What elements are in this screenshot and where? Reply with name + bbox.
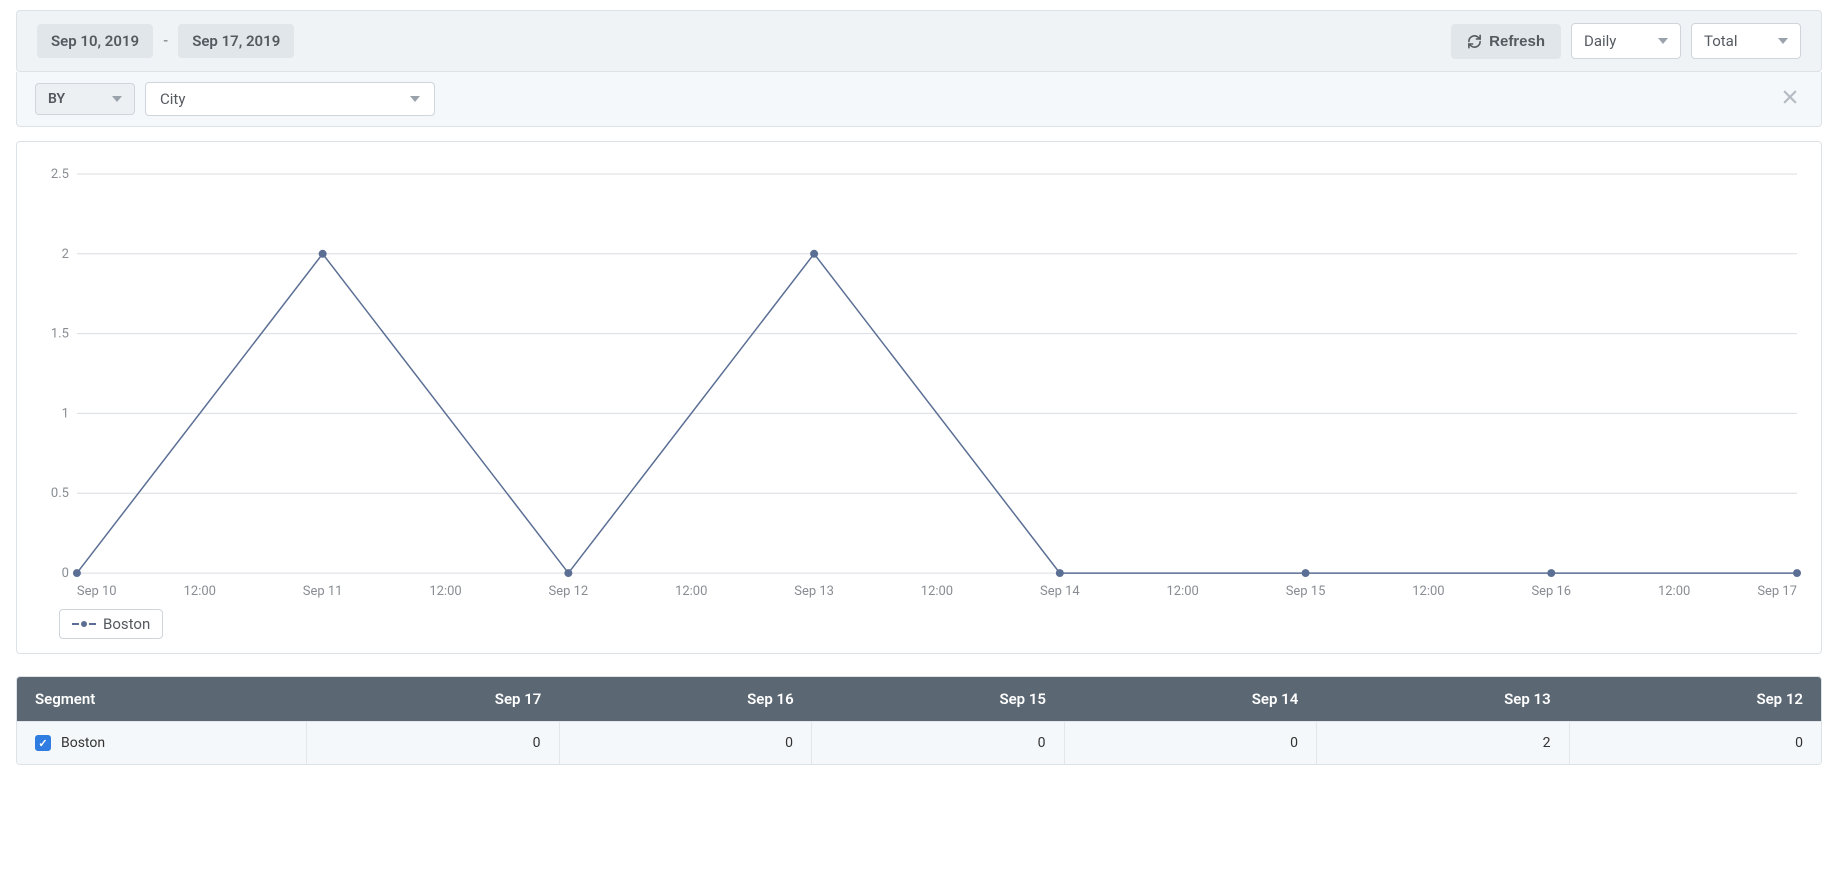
svg-text:0.5: 0.5 — [51, 486, 69, 501]
svg-text:12:00: 12:00 — [1412, 584, 1444, 599]
filter-left: BY City — [35, 82, 435, 116]
table-header-col: Sep 16 — [559, 677, 811, 721]
date-to-button[interactable]: Sep 17, 2019 — [178, 24, 294, 58]
chevron-down-icon — [112, 96, 122, 102]
svg-text:Sep 14: Sep 14 — [1040, 584, 1080, 599]
table-cell: 0 — [1065, 721, 1318, 764]
svg-text:Sep 17: Sep 17 — [1757, 584, 1797, 599]
segment-table: Segment Sep 17 Sep 16 Sep 15 Sep 14 Sep … — [16, 676, 1822, 765]
dimension-selected-label: City — [160, 90, 185, 108]
svg-text:Sep 11: Sep 11 — [303, 584, 343, 599]
segment-checkbox[interactable]: ✓ — [35, 735, 51, 751]
table-header-col: Sep 12 — [1569, 677, 1821, 721]
refresh-label: Refresh — [1489, 33, 1545, 50]
interval-select[interactable]: Daily — [1571, 23, 1681, 59]
legend-series-label: Boston — [103, 615, 150, 633]
svg-text:Sep 16: Sep 16 — [1531, 584, 1571, 599]
svg-text:2: 2 — [62, 247, 69, 262]
table-cell: 0 — [560, 721, 813, 764]
table-row: ✓ Boston 0 0 0 0 2 0 — [17, 721, 1821, 764]
table-header-segment: Segment — [17, 677, 307, 721]
close-icon — [1781, 88, 1799, 106]
svg-text:12:00: 12:00 — [921, 584, 953, 599]
dimension-select[interactable]: City — [145, 82, 435, 116]
aggregation-select[interactable]: Total — [1691, 23, 1801, 59]
chevron-down-icon — [1778, 38, 1788, 44]
svg-text:1.5: 1.5 — [51, 327, 69, 342]
aggregation-selected-label: Total — [1704, 32, 1738, 50]
toolbar-right: Refresh Daily Total — [1451, 23, 1801, 59]
svg-text:12:00: 12:00 — [1658, 584, 1690, 599]
chevron-down-icon — [410, 96, 420, 102]
legend-marker-icon — [72, 621, 96, 627]
svg-text:0: 0 — [62, 566, 69, 581]
svg-text:Sep 13: Sep 13 — [794, 584, 834, 599]
table-cell: 0 — [812, 721, 1065, 764]
chevron-down-icon — [1658, 38, 1668, 44]
table-header-col: Sep 15 — [812, 677, 1064, 721]
svg-text:12:00: 12:00 — [184, 584, 216, 599]
svg-text:2.5: 2.5 — [51, 167, 69, 182]
svg-text:12:00: 12:00 — [675, 584, 707, 599]
filter-bar: BY City — [16, 72, 1822, 127]
date-range-picker: Sep 10, 2019 - Sep 17, 2019 — [37, 24, 294, 58]
table-cell: 0 — [1570, 721, 1822, 764]
toolbar: Sep 10, 2019 - Sep 17, 2019 Refresh Dail… — [16, 10, 1822, 72]
line-chart: 0 0.5 1 1.5 2 2.5 Sep 10 12:00 Sep 11 12:00 Sep 12… — [31, 164, 1807, 603]
svg-text:12:00: 12:00 — [1167, 584, 1199, 599]
chart-panel: 0 0.5 1 1.5 2 2.5 Sep 10 12:00 Sep 11 12:00 Sep 12… — [16, 141, 1822, 654]
by-label: BY — [48, 91, 65, 107]
segment-cell[interactable]: ✓ Boston — [17, 721, 307, 764]
chart-legend[interactable]: Boston — [59, 609, 163, 639]
table-header-row: Segment Sep 17 Sep 16 Sep 15 Sep 14 Sep … — [17, 677, 1821, 721]
close-filter-button[interactable] — [1777, 87, 1803, 112]
interval-selected-label: Daily — [1584, 32, 1616, 50]
table-cell: 2 — [1317, 721, 1570, 764]
table-header-col: Sep 14 — [1064, 677, 1316, 721]
by-select[interactable]: BY — [35, 83, 135, 115]
svg-text:12:00: 12:00 — [429, 584, 461, 599]
segment-name: Boston — [61, 735, 105, 751]
table-header-col: Sep 13 — [1316, 677, 1568, 721]
table-cell: 0 — [307, 721, 560, 764]
svg-text:Sep 15: Sep 15 — [1286, 584, 1326, 599]
svg-text:1: 1 — [62, 406, 69, 421]
table-header-col: Sep 17 — [307, 677, 559, 721]
svg-text:Sep 10: Sep 10 — [77, 584, 117, 599]
refresh-button[interactable]: Refresh — [1451, 24, 1561, 59]
page-root: Sep 10, 2019 - Sep 17, 2019 Refresh Dail… — [0, 10, 1838, 765]
refresh-icon — [1467, 34, 1482, 49]
svg-text:Sep 12: Sep 12 — [549, 584, 589, 599]
date-from-button[interactable]: Sep 10, 2019 — [37, 24, 153, 58]
date-separator: - — [161, 33, 170, 49]
